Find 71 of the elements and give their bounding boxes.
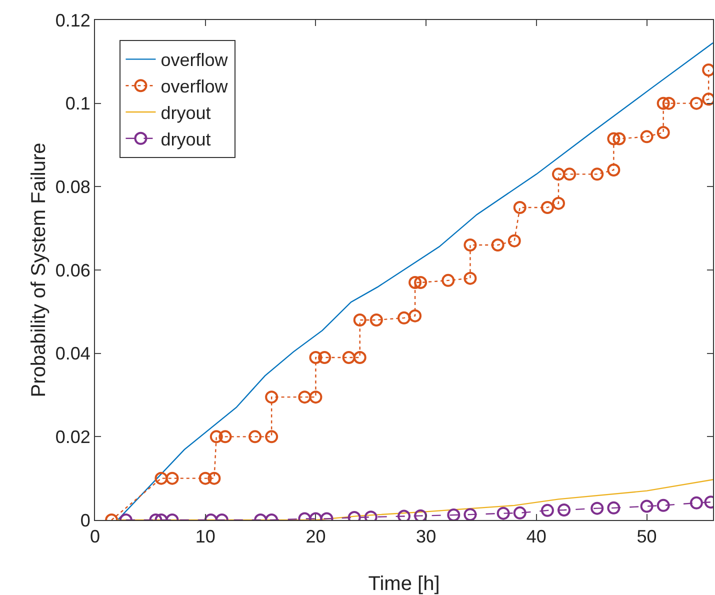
point — [662, 96, 676, 110]
point — [656, 498, 670, 512]
point — [464, 508, 477, 520]
point — [640, 130, 654, 144]
point — [298, 390, 312, 404]
point — [656, 126, 670, 139]
legend-label: dryout — [160, 129, 211, 150]
y-tick-label: 0 — [80, 510, 90, 530]
x-tick-label: 20 — [306, 526, 326, 547]
point — [398, 311, 410, 324]
y-tick-label: 0.04 — [55, 344, 90, 364]
point — [166, 472, 179, 485]
point — [590, 502, 604, 515]
point — [540, 504, 554, 517]
point — [464, 272, 477, 285]
point — [607, 132, 620, 146]
point — [353, 351, 366, 364]
y-tick-label: 0.02 — [55, 426, 90, 447]
y-tick-label: 0.08 — [55, 176, 90, 197]
point — [540, 201, 554, 214]
y-tick-label: 0.12 — [55, 10, 90, 30]
point — [210, 430, 223, 444]
x-tick-label: 50 — [636, 526, 657, 547]
legend-label: dryout — [160, 103, 211, 124]
point — [248, 430, 262, 444]
point — [607, 501, 620, 514]
point — [690, 96, 703, 110]
y-tick-label: 0.06 — [55, 260, 90, 280]
point — [414, 276, 428, 289]
point — [690, 496, 703, 510]
point — [370, 314, 383, 326]
point — [640, 500, 654, 513]
point — [414, 509, 428, 520]
point — [265, 390, 278, 404]
point — [398, 510, 410, 520]
x-tick-label: 30 — [416, 526, 436, 547]
point — [513, 201, 526, 214]
point — [607, 164, 620, 176]
point — [552, 196, 565, 210]
point — [612, 132, 626, 146]
point — [447, 508, 460, 520]
point — [513, 506, 526, 520]
y-tick-label: 0.1 — [65, 94, 90, 114]
point — [265, 430, 278, 444]
point — [342, 351, 356, 364]
point — [496, 506, 510, 520]
point — [353, 314, 366, 326]
point — [218, 430, 232, 444]
point — [590, 168, 604, 181]
point — [198, 472, 212, 485]
point — [309, 390, 322, 404]
point — [408, 276, 422, 289]
point — [154, 472, 168, 485]
point — [656, 96, 670, 110]
point — [442, 274, 455, 287]
x-axis-title: Time [h] — [368, 573, 440, 595]
x-tick-label: 10 — [195, 526, 216, 547]
point — [208, 472, 221, 485]
point — [563, 168, 576, 181]
x-tick-label: 40 — [526, 526, 546, 547]
point — [309, 351, 322, 364]
point — [508, 234, 521, 248]
legend-label: overflow — [160, 50, 229, 70]
point — [408, 309, 422, 322]
point — [318, 351, 332, 364]
point — [558, 504, 571, 516]
point — [552, 168, 565, 181]
point — [464, 238, 477, 252]
y-axis-title: Probability of System Failure — [28, 142, 50, 398]
point — [491, 238, 504, 252]
legend-label: overflow — [160, 76, 229, 97]
